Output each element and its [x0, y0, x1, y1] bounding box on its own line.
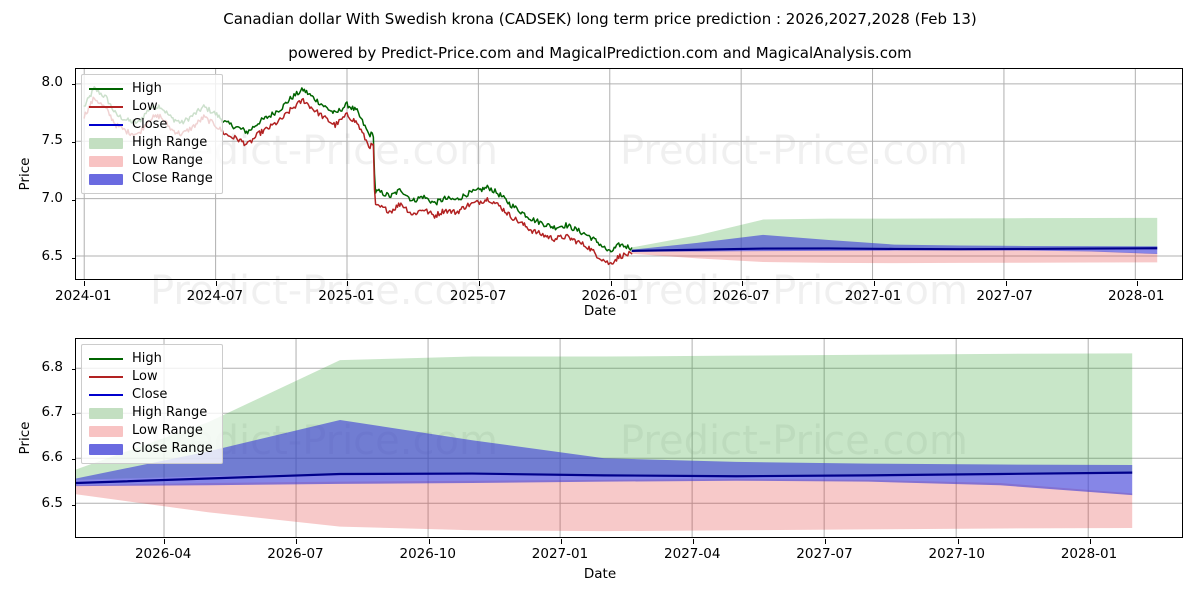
legend-item-label: Low Range [132, 423, 203, 438]
legend-item-low-range: Low Range [89, 422, 213, 440]
x-tick-label: 2026-04 [134, 546, 192, 562]
legend-item-label: High [132, 351, 162, 366]
legend-item-label: Low [132, 99, 158, 114]
x-tick-label: 2027-01 [531, 546, 589, 562]
forecast-detail-plot-area [76, 339, 1182, 537]
legend-item-close-range: Close Range [89, 170, 213, 188]
x-tick-mark [1137, 281, 1139, 286]
legend-swatch-line [89, 119, 123, 131]
y-tick-label: 6.8 [41, 358, 63, 375]
page-subtitle: powered by Predict-Price.com and Magical… [288, 44, 912, 62]
x-tick-mark [957, 539, 959, 544]
y-tick-label: 7.0 [41, 189, 63, 206]
y-tick-mark [71, 257, 76, 259]
x-tick-label: 2025-01 [318, 288, 375, 304]
x-tick-label: 2027-07 [976, 288, 1033, 304]
x-tick-mark [825, 539, 827, 544]
legend-swatch-patch [89, 173, 123, 185]
legend-item-label: Low Range [132, 153, 203, 168]
legend-item-label: High [132, 81, 162, 96]
x-tick-mark [1090, 539, 1092, 544]
y-tick-label: 6.7 [41, 404, 63, 420]
x-tick-label: 2027-01 [844, 288, 902, 304]
legend-item-close: Close [89, 116, 213, 134]
y-axis-label: Price [17, 157, 33, 191]
legend-item-label: Low [132, 369, 158, 384]
y-tick-mark [71, 459, 76, 461]
x-tick-mark [479, 281, 481, 286]
y-tick-label: 6.5 [41, 494, 63, 511]
x-tick-label: 2026-10 [399, 546, 456, 562]
legend-swatch-patch [89, 425, 123, 437]
legend-forecast-detail: High Low Close High Range Low Range Close Ran… [81, 344, 223, 464]
legend-item-high: High [89, 350, 213, 368]
y-tick-mark [71, 199, 76, 201]
legend-swatch-line [89, 101, 123, 113]
x-tick-mark [428, 539, 430, 544]
legend-item-low: Low [89, 98, 213, 116]
legend-item-label: High Range [132, 135, 208, 150]
x-tick-mark [84, 281, 86, 286]
legend-item-high-range: High Range [89, 134, 213, 152]
legend-swatch-line [89, 83, 123, 95]
legend-swatch-patch [89, 443, 123, 455]
legend-item-label: Close [132, 387, 168, 402]
x-tick-mark [560, 539, 562, 544]
x-tick-label: 2026-01 [581, 288, 638, 304]
x-tick-mark [742, 281, 744, 286]
x-axis-label: Date [583, 303, 617, 319]
legend-swatch-patch [89, 155, 123, 167]
y-tick-mark [71, 414, 76, 415]
y-tick-label: 8.0 [41, 74, 63, 91]
x-tick-label: 2026-07 [713, 288, 770, 304]
x-tick-mark [296, 539, 298, 544]
x-tick-mark [164, 539, 166, 544]
overview-plot-area [76, 69, 1182, 279]
x-tick-label: 2028-01 [1108, 288, 1165, 304]
y-tick-label: 7.5 [41, 131, 63, 148]
legend-swatch-patch [89, 407, 123, 419]
y-tick-mark [71, 504, 76, 506]
x-tick-mark [873, 281, 875, 286]
y-tick-mark [71, 84, 76, 86]
legend-swatch-patch [89, 137, 123, 149]
x-tick-label: 2028-01 [1060, 546, 1118, 562]
x-tick-label: 2027-10 [928, 546, 985, 562]
x-tick-label: 2027-07 [796, 546, 853, 562]
x-tick-label: 2026-07 [267, 546, 324, 562]
legend-item-label: High Range [132, 405, 208, 420]
x-tick-label: 2024-07 [186, 288, 244, 304]
legend-overview: High Low Close High Range Low Range Close Ran… [81, 74, 223, 194]
x-tick-mark [610, 281, 612, 286]
page-title: Canadian dollar With Swedish krona (CADS… [223, 10, 977, 28]
y-tick-label: 6.6 [41, 449, 63, 466]
legend-item-high: High [89, 80, 213, 98]
overview-chart-axes: High Low Close High Range Low Range Close Ran… [71, 68, 1183, 286]
y-tick-mark [71, 368, 76, 370]
legend-item-low: Low [89, 368, 213, 386]
y-axis-label: Price [17, 421, 33, 455]
legend-swatch-line [89, 353, 123, 365]
legend-item-low-range: Low Range [89, 152, 213, 170]
x-tick-mark [1005, 281, 1007, 286]
x-tick-label: 2024-01 [55, 288, 112, 304]
x-tick-label: 2025-07 [449, 288, 507, 304]
legend-item-high-range: High Range [89, 404, 213, 422]
legend-item-label: Close Range [132, 441, 213, 456]
legend-swatch-line [89, 389, 123, 401]
y-tick-label: 6.5 [41, 247, 63, 264]
x-tick-mark [693, 539, 695, 544]
x-tick-mark [215, 281, 217, 286]
y-tick-mark [71, 141, 76, 143]
legend-item-label: Close [132, 117, 168, 132]
x-tick-label: 2027-04 [664, 546, 721, 562]
legend-item-close: Close [89, 386, 213, 404]
legend-swatch-line [89, 371, 123, 383]
legend-item-label: Close Range [132, 171, 213, 186]
legend-item-close-range: Close Range [89, 440, 213, 458]
x-tick-mark [347, 281, 349, 286]
forecast-detail-chart-axes: High Low Close High Range Low Range Close Ran… [71, 338, 1183, 544]
x-axis-label: Date [583, 566, 617, 582]
